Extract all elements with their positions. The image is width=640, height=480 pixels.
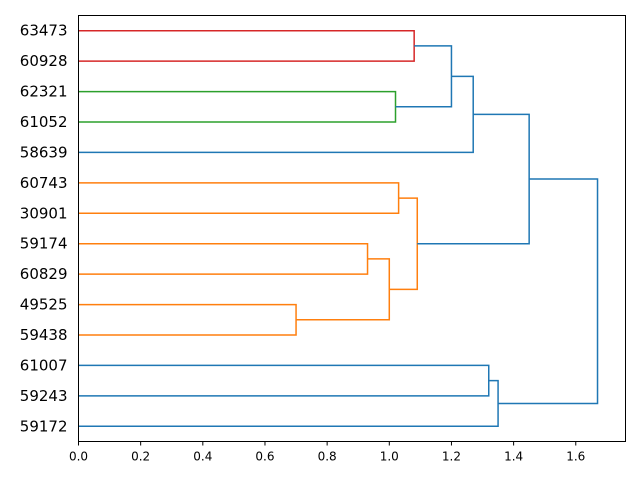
leaf-label: 59172 — [20, 417, 68, 435]
leaf-label: 60829 — [20, 265, 68, 283]
leaf-label: 61007 — [20, 356, 68, 374]
leaf-label: 60928 — [20, 52, 68, 70]
dendrogram-link — [78, 303, 297, 336]
x-tick-label: 0.6 — [255, 450, 274, 464]
x-tick-label: 1.0 — [380, 450, 399, 464]
leaf-label: 61052 — [20, 113, 68, 131]
x-tick-label: 0.8 — [318, 450, 337, 464]
leaf-label: 63473 — [20, 22, 68, 40]
dendrogram-link — [78, 242, 369, 275]
leaf-label: 59438 — [20, 326, 68, 344]
dendrogram-link — [296, 258, 391, 321]
leaf-label: 59174 — [20, 235, 68, 253]
dendrogram-link — [78, 29, 415, 62]
leaf-label: 58639 — [20, 143, 68, 161]
dendrogram-links — [78, 29, 599, 428]
x-axis: 0.0 0.2 0.4 0.6 0.8 1.0 1.2 1.4 1.6 — [69, 441, 585, 464]
leaf-label: 30901 — [20, 204, 68, 222]
x-tick-label: 0.0 — [69, 450, 88, 464]
leaf-label: 62321 — [20, 83, 68, 101]
dendrogram-link — [417, 113, 530, 245]
x-tick-label: 0.2 — [131, 450, 150, 464]
dendrogram-link — [395, 45, 453, 108]
dendrogram-link — [78, 182, 400, 215]
leaf-label: 60743 — [20, 174, 68, 192]
x-tick-label: 1.4 — [504, 450, 523, 464]
dendrogram-link — [78, 75, 474, 154]
x-tick-label: 1.2 — [442, 450, 461, 464]
dendrogram-link — [498, 178, 599, 405]
leaf-labels: 63473 60928 62321 61052 58639 60743 30901 59174… — [20, 22, 68, 436]
dendrogram-link — [78, 364, 490, 397]
dendrogram-link — [78, 379, 499, 428]
leaf-label: 49525 — [20, 296, 68, 314]
dendrogram-link — [389, 197, 419, 291]
x-tick-label: 0.4 — [193, 450, 212, 464]
leaf-label: 59243 — [20, 387, 68, 405]
plot-frame — [78, 15, 626, 442]
dendrogram-link — [78, 90, 397, 123]
x-tick-label: 1.6 — [566, 450, 585, 464]
